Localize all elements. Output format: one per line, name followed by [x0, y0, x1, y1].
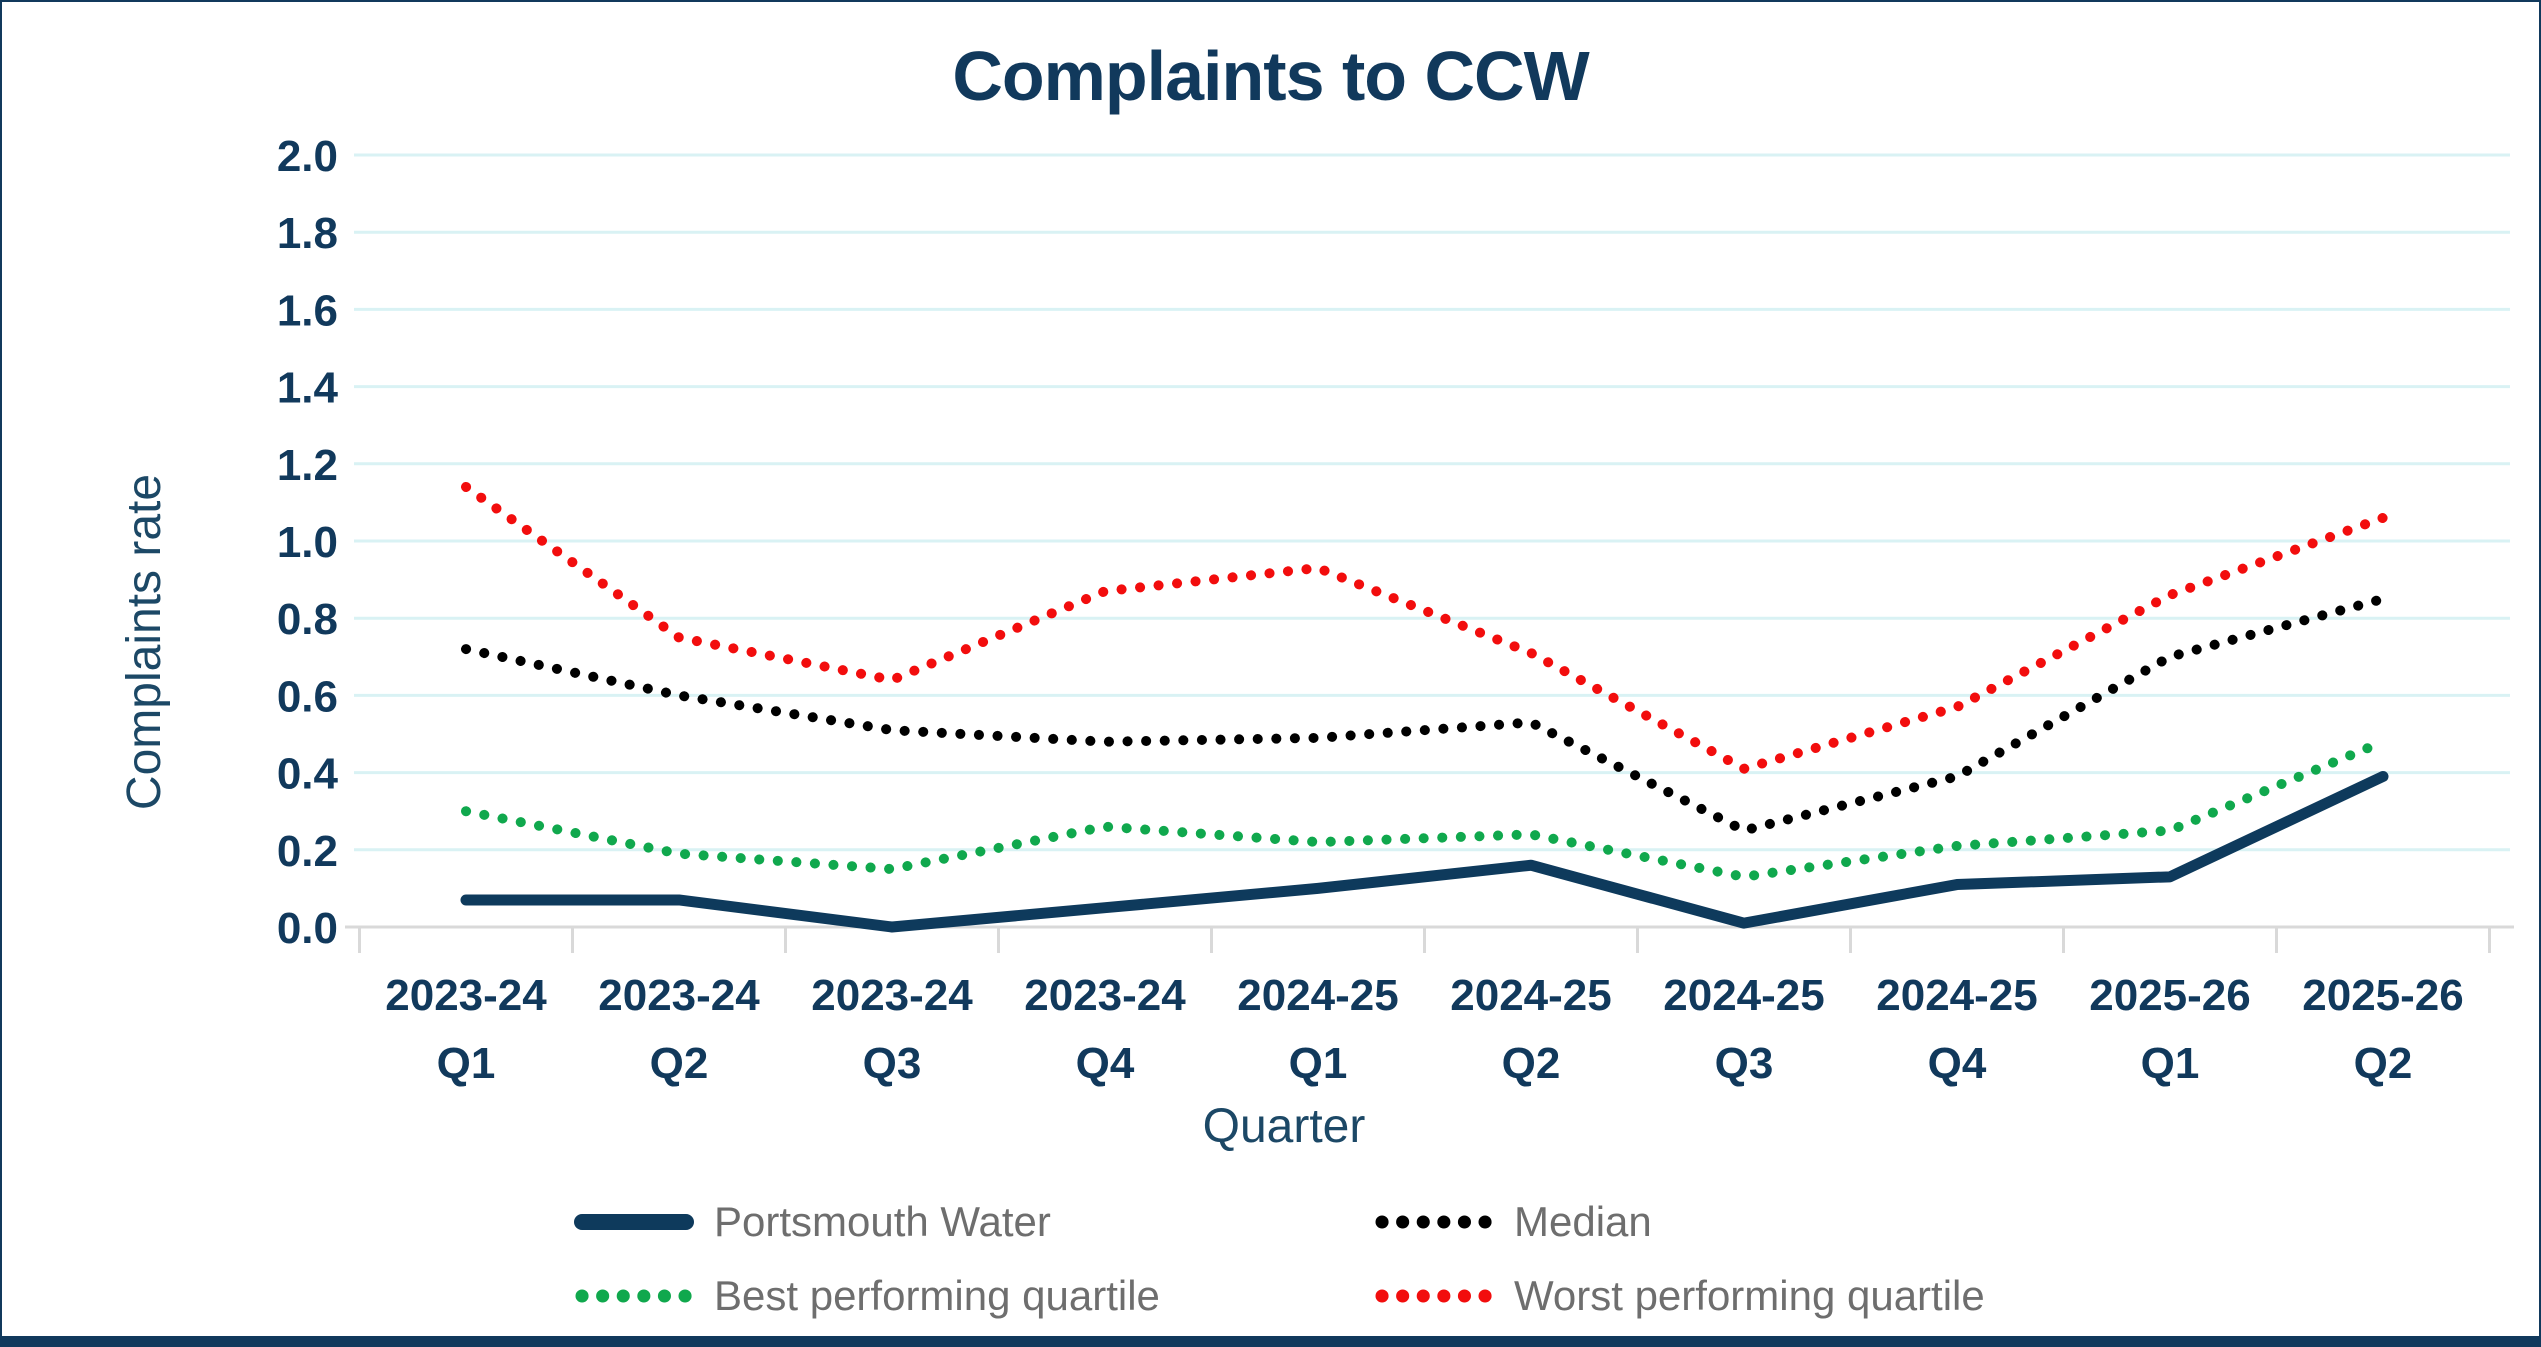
x-axis: [345, 925, 2514, 953]
x-tick-label: 2024-25 Q4: [1876, 971, 2037, 1088]
series-best-performing-quartile: [461, 736, 2388, 882]
legend-label-worst-performing-quartile: Worst performing quartile: [1514, 1272, 1985, 1319]
legend-label-median: Median: [1514, 1198, 1652, 1245]
legend-label-best-performing-quartile: Best performing quartile: [714, 1272, 1160, 1319]
x-axis-labels: 2023-24 Q1 2023-24 Q2 2023-24 Q3 2023-24 Q4 2024…: [385, 971, 2463, 1088]
y-axis-title: Complaints rate: [118, 474, 171, 810]
x-tick-label: 2023-24 Q1: [385, 971, 547, 1088]
x-tick-label: 2024-25 Q1: [1237, 971, 1398, 1088]
y-tick-label: 0.0: [277, 904, 338, 953]
y-tick-label: 0.4: [277, 750, 339, 799]
series-portsmouth-water: [460, 770, 2389, 933]
x-tick-label: 2023-24 Q4: [1024, 971, 1186, 1088]
y-tick-label: 1.0: [277, 518, 338, 567]
y-tick-label: 1.2: [277, 441, 338, 490]
y-tick-label: 0.2: [277, 827, 338, 876]
legend-swatch-solid-line: [574, 1214, 694, 1230]
gridlines: [354, 153, 2510, 852]
x-tick-label: 2024-25 Q3: [1663, 971, 1824, 1088]
legend-item-worst-performing-quartile: Worst performing quartile: [1374, 1272, 2214, 1320]
chart-title: Complaints to CCW: [952, 37, 1589, 115]
series-median: [461, 593, 2388, 836]
y-tick-label: 0.8: [277, 595, 338, 644]
y-tick-label: 1.8: [277, 209, 338, 258]
chart-legend: Portsmouth Water Median Best performing …: [574, 1198, 2214, 1320]
legend-item-median: Median: [1374, 1198, 2214, 1246]
x-tick-label: 2023-24 Q3: [811, 971, 973, 1088]
x-axis-title: Quarter: [1203, 1100, 1366, 1153]
y-tick-label: 0.6: [277, 672, 338, 721]
legend-item-best-performing-quartile: Best performing quartile: [574, 1272, 1374, 1320]
x-tick-label: 2023-24 Q2: [598, 971, 760, 1088]
x-tick-label: 2025-26 Q2: [2302, 971, 2463, 1088]
y-tick-label: 2.0: [277, 132, 338, 181]
series-worst-performing-quartile: [461, 481, 2388, 774]
bottom-border-bar: [2, 1336, 2539, 1345]
legend-swatch-dotted-green: [575, 1289, 693, 1303]
y-tick-label: 1.4: [277, 364, 339, 413]
x-tick-label: 2024-25 Q2: [1450, 971, 1611, 1088]
legend-item-portsmouth-water: Portsmouth Water: [574, 1198, 1374, 1246]
legend-label-portsmouth-water: Portsmouth Water: [714, 1198, 1051, 1245]
x-tick-label: 2025-26 Q1: [2089, 971, 2250, 1088]
legend-swatch-dotted-black: [1375, 1215, 1493, 1229]
legend-swatch-dotted-red: [1375, 1289, 1493, 1303]
y-tick-label: 1.6: [277, 286, 338, 335]
y-axis-labels: 0.0 0.2 0.4 0.6 0.8 1.0 1.2 1.4 1.6 1.8 2.0: [277, 132, 339, 953]
